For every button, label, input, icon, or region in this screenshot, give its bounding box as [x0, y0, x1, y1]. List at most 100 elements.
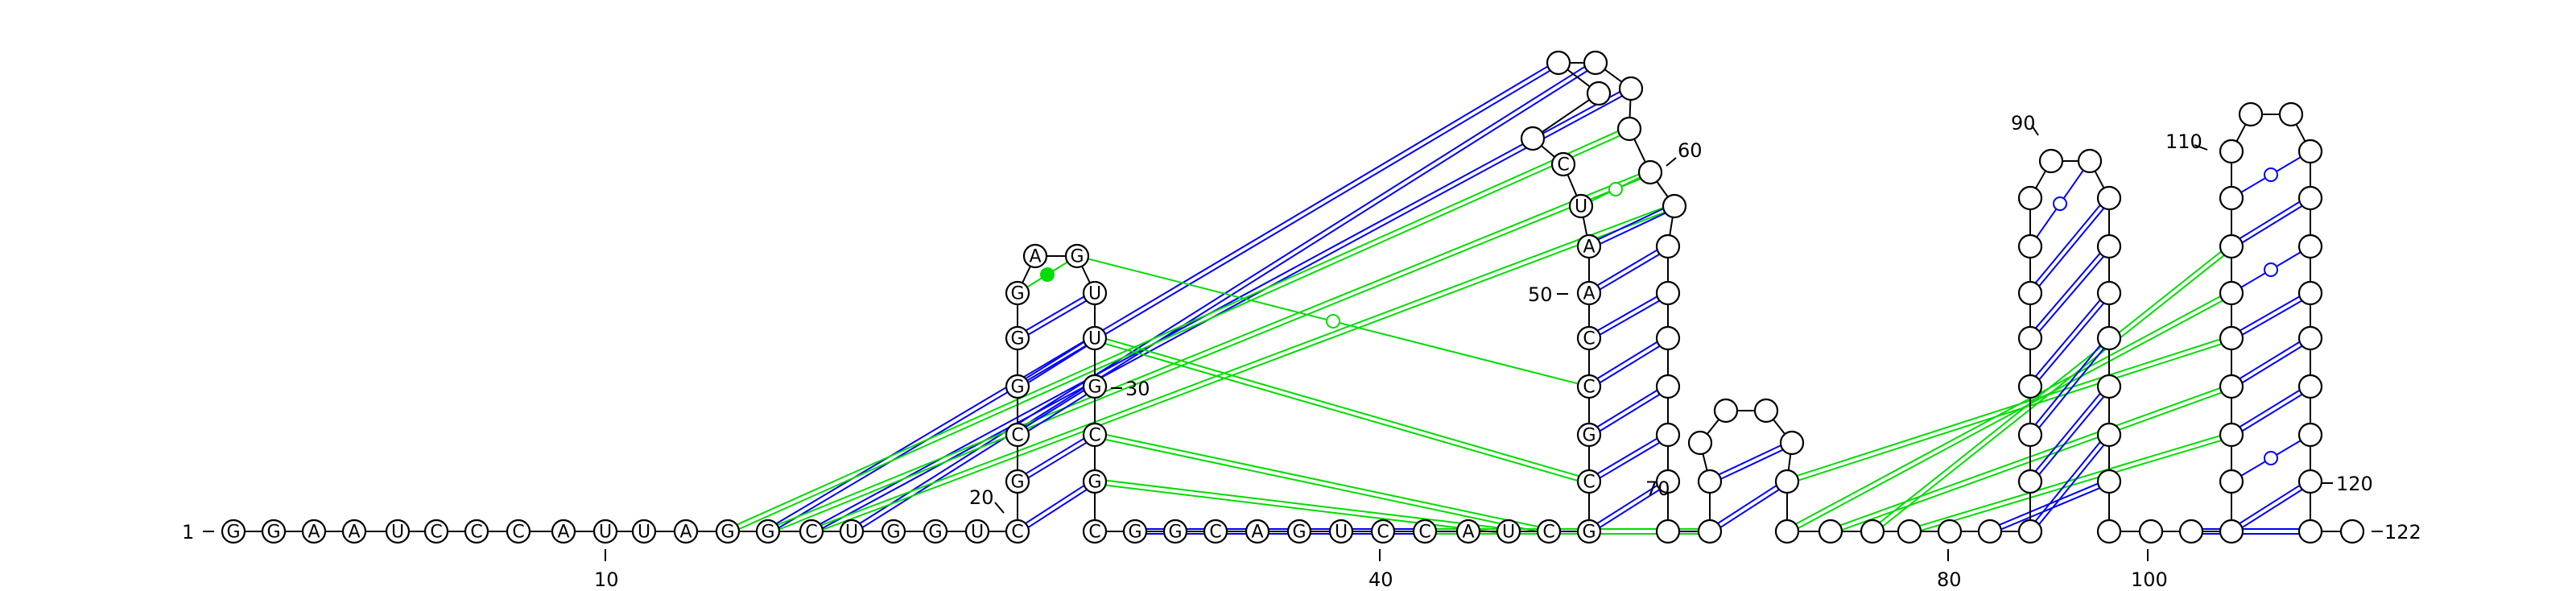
nucleotide-letter: G	[1088, 378, 1101, 398]
nucleotide-93	[2096, 234, 2122, 259]
label-position-1: 1	[182, 521, 194, 543]
nucleotide-letter: C	[512, 523, 524, 543]
nucleotide-letter: G	[1128, 523, 1141, 543]
nucleotide-letter: U	[845, 523, 858, 543]
nucleotide-76	[1774, 519, 1800, 544]
nucleotide-78	[1860, 519, 1885, 544]
nucleotide-44: C	[1536, 519, 1562, 544]
nucleotide-65	[1655, 374, 1681, 399]
nucleotide-73	[1753, 398, 1779, 424]
nucleotide-letter: A	[308, 523, 320, 543]
base-pair-25-27	[1026, 261, 1068, 288]
base-pair-22-30	[1025, 390, 1088, 432]
base-pair-15-61	[820, 207, 1666, 531]
nucleotide-letter: C	[1542, 523, 1554, 543]
base-pair-81-98	[1999, 482, 2100, 531]
nucleotide-letter: U	[391, 523, 404, 543]
nucleotide-74	[1779, 430, 1805, 456]
backbone-segment	[1604, 68, 1623, 83]
nucleotide-12: A	[673, 519, 699, 544]
nucleotide-114	[2297, 185, 2323, 211]
base-pair-70-74	[1718, 444, 1784, 480]
nucleotide-45: G	[1576, 519, 1602, 544]
nucleotide-letter: G	[1010, 284, 1024, 304]
nucleotide-82	[2017, 519, 2043, 544]
nucleotide-letter: G	[1292, 523, 1306, 543]
nucleotide-24: G	[1005, 325, 1030, 351]
nucleotide-71	[1687, 430, 1713, 456]
nucleotide-letter: A	[1583, 284, 1595, 304]
nucleotide-83	[2017, 469, 2043, 494]
nucleotide-89	[2017, 185, 2043, 211]
nucleotide-19: U	[964, 519, 990, 544]
nucleotide-letter: U	[1335, 523, 1348, 543]
nucleotide-letter: C	[1377, 523, 1389, 543]
base-pair-108-114	[2239, 200, 2303, 244]
label-position-10: 10	[594, 568, 619, 591]
tick-110	[2194, 144, 2208, 151]
nucleotide-4: A	[341, 519, 367, 544]
base-pair-76-107	[1795, 296, 2223, 529]
nucleotide-41: C	[1412, 519, 1438, 544]
nucleotide-14: G	[755, 519, 781, 544]
nucleotide-112	[2278, 101, 2304, 127]
base-pair-107-115	[2240, 251, 2301, 288]
nucleotide-120	[2297, 469, 2323, 494]
nucleotide-50: A	[1576, 280, 1602, 306]
nucleotide-21: G	[1005, 469, 1030, 494]
nucleotide-61	[1662, 193, 1687, 219]
nucleotide-23: G	[1005, 374, 1030, 399]
nucleotide-5: U	[385, 519, 411, 544]
base-pair-103-119	[2240, 440, 2301, 477]
nucleotide-letter: C	[1088, 426, 1100, 446]
nucleotide-59	[1616, 116, 1642, 142]
nucleotide-40: C	[1370, 519, 1396, 544]
base-pair-51-61	[1597, 208, 1666, 245]
base-pair-14-60	[777, 173, 1641, 531]
nucleotide-95	[2096, 325, 2122, 351]
base-pair-23-29	[1025, 341, 1088, 383]
nucleotide-letter: U	[599, 523, 612, 543]
label-position-110: 110	[2165, 130, 2202, 153]
base-pair-47-65	[1596, 389, 1661, 432]
nucleotide-52: U	[1568, 193, 1594, 219]
position-label-layer: 1 10 20 30 40 50 60 70 80 90 100 110 120…	[182, 112, 2421, 591]
nucleotide-107	[2219, 280, 2244, 306]
nucleotide-letter: A	[1029, 247, 1041, 267]
base-pair-21-31	[1025, 437, 1088, 479]
base-pair-85-94	[2034, 300, 2105, 380]
base-pair-24-28	[1026, 296, 1087, 336]
nucleotide-110	[2219, 138, 2244, 164]
base-pair-109-113	[2240, 156, 2301, 193]
nucleotide-54	[1520, 126, 1546, 151]
tick-60	[1666, 157, 1677, 167]
nucleotide-121	[2297, 519, 2323, 544]
nucleotide-letter: G	[761, 523, 774, 543]
nucleotide-18: G	[923, 519, 948, 544]
base-pair-16-57	[859, 66, 1588, 528]
nucleotide-letter: A	[348, 523, 360, 543]
label-position-90: 90	[2011, 112, 2036, 134]
nucleotide-56	[1546, 50, 1571, 76]
base-pair-82-97	[2034, 441, 2105, 525]
backbone-segment	[1629, 99, 1632, 118]
label-position-100: 100	[2131, 568, 2168, 591]
nucleotide-43: U	[1496, 519, 1521, 544]
nucleotide-11: U	[631, 519, 657, 544]
nucleotide-96	[2096, 374, 2122, 399]
nucleotide-letter: U	[1088, 329, 1101, 349]
nucleotide-64	[1655, 325, 1681, 351]
nucleotide-119	[2297, 422, 2323, 448]
nucleotide-letter: C	[1583, 329, 1595, 349]
nucleotide-51: A	[1576, 234, 1602, 259]
nucleotide-118	[2297, 374, 2323, 399]
nucleotide-94	[2096, 280, 2122, 306]
nucleotide-49: C	[1576, 325, 1602, 351]
nucleotide-22: C	[1005, 422, 1030, 448]
nucleotide-letter: C	[1088, 523, 1100, 543]
nucleotide-72	[1713, 398, 1739, 424]
nucleotide-101	[2178, 519, 2204, 544]
nucleotide-letter: G	[1582, 523, 1596, 543]
nucleotide-67	[1655, 469, 1681, 494]
